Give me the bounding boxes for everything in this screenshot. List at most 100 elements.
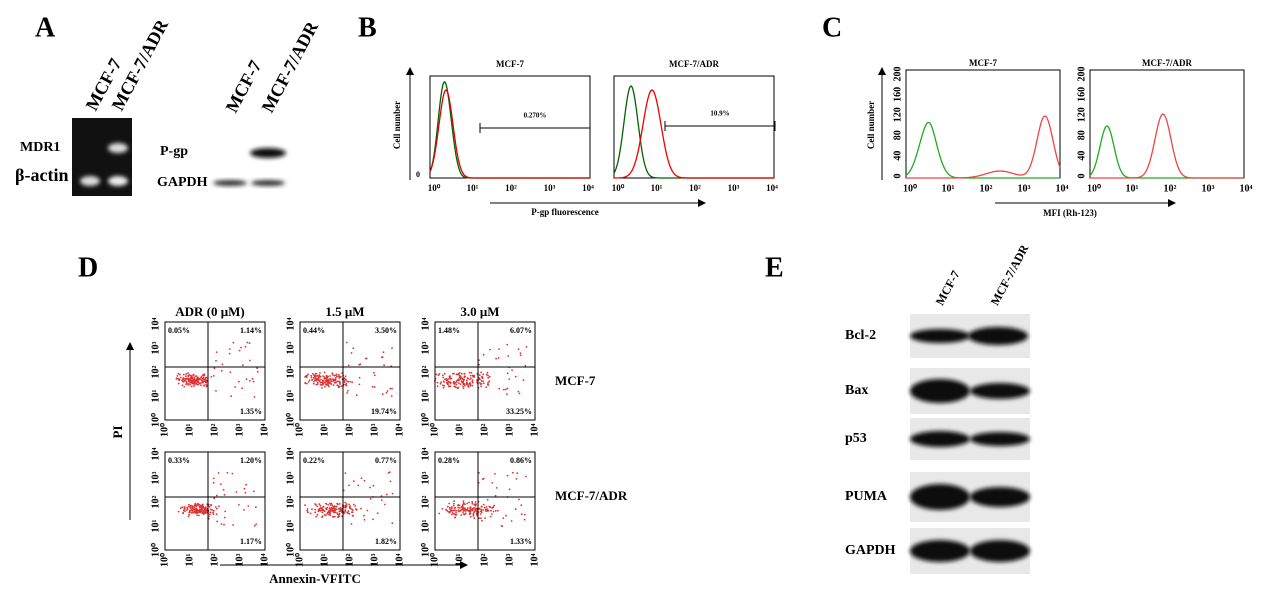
event-dot [243, 487, 246, 490]
event-dot [485, 506, 488, 508]
event-dot [241, 387, 244, 390]
event-dot [338, 513, 340, 516]
event-dot [442, 384, 444, 387]
event-dot [319, 375, 322, 378]
event-dot [388, 471, 391, 474]
event-dot [314, 372, 317, 375]
event-dot [203, 384, 206, 386]
row-label: P-gp [160, 144, 188, 159]
event-dot [208, 505, 211, 508]
tick-label: 200 [892, 67, 903, 82]
event-dot [318, 379, 321, 382]
event-dot [256, 370, 259, 373]
event-dot [201, 504, 203, 507]
event-dot [371, 385, 374, 388]
event-dot [215, 360, 217, 362]
event-dot [327, 511, 330, 514]
plot-title: MCF-7/ADR [1142, 58, 1192, 68]
event-dot [347, 380, 350, 383]
event-dot [450, 507, 453, 510]
event-dot [482, 380, 484, 382]
event-dot [322, 509, 325, 512]
event-dot [455, 383, 458, 386]
event-dot [451, 512, 454, 514]
plot-title: MCF-7 [496, 59, 524, 69]
event-dot [358, 363, 361, 366]
event-dot [467, 384, 470, 387]
event-dot [517, 390, 520, 393]
event-dot [338, 376, 341, 379]
band [968, 327, 1028, 345]
event-dot [188, 503, 190, 506]
event-dot [469, 515, 472, 518]
event-dot [323, 371, 326, 374]
event-dot [348, 512, 351, 515]
event-dot [191, 506, 194, 508]
event-dot [511, 471, 514, 474]
event-dot [471, 502, 474, 505]
event-dot [467, 377, 469, 380]
event-dot [310, 374, 313, 377]
event-dot [329, 504, 332, 506]
event-dot [358, 376, 361, 379]
event-dot [201, 512, 204, 514]
event-dot [469, 378, 471, 381]
event-dot [385, 391, 388, 394]
event-dot [181, 379, 183, 382]
event-dot [185, 375, 187, 377]
event-dot [330, 502, 333, 505]
tick-label: 10⁰ [159, 553, 170, 567]
event-dot [201, 374, 204, 377]
event-dot [459, 377, 462, 380]
event-dot [469, 374, 472, 377]
event-dot [336, 508, 338, 511]
event-dot [221, 363, 224, 366]
quadrant-percent: 0.44% [303, 326, 325, 335]
event-dot [354, 505, 357, 507]
event-dot [357, 484, 360, 487]
panel-label: D [78, 252, 98, 283]
event-dot [251, 377, 254, 380]
tick-label: 10¹ [184, 424, 195, 437]
event-dot [338, 383, 341, 385]
event-dot [346, 392, 348, 394]
event-dot [447, 385, 450, 388]
tick-label: 10⁴ [529, 424, 540, 437]
event-dot [478, 517, 480, 519]
tick-label: 10² [150, 496, 161, 509]
event-dot [488, 375, 491, 378]
tick-label: 10⁰ [1087, 183, 1101, 194]
event-dot [462, 382, 465, 385]
event-dot [463, 384, 466, 387]
event-dot [230, 395, 233, 398]
event-dot [334, 511, 337, 514]
event-dot [450, 377, 453, 380]
event-dot [443, 385, 446, 387]
event-dot [253, 490, 255, 493]
event-dot [322, 505, 325, 508]
event-dot [457, 504, 460, 506]
event-dot [305, 375, 308, 377]
tick-label: 10² [980, 183, 993, 194]
event-dot [201, 508, 204, 511]
event-dot [176, 375, 179, 377]
event-dot [446, 505, 449, 508]
event-dot [187, 378, 190, 380]
event-dot [453, 513, 455, 515]
event-dot [210, 376, 213, 378]
event-dot [182, 511, 185, 514]
row-label: GAPDH [157, 175, 208, 190]
quadrant-percent: 33.25% [506, 407, 532, 416]
event-dot [188, 509, 191, 512]
event-dot [215, 390, 217, 392]
event-dot [471, 500, 474, 503]
column-title: ADR (0 μM) [175, 304, 244, 319]
event-dot [472, 512, 475, 515]
row-label: MCF-7 [555, 373, 596, 388]
panel-label: A [35, 12, 56, 43]
event-dot [248, 342, 251, 344]
event-dot [333, 515, 336, 518]
event-dot [462, 500, 465, 503]
event-dot [312, 382, 315, 385]
event-dot [238, 349, 241, 352]
